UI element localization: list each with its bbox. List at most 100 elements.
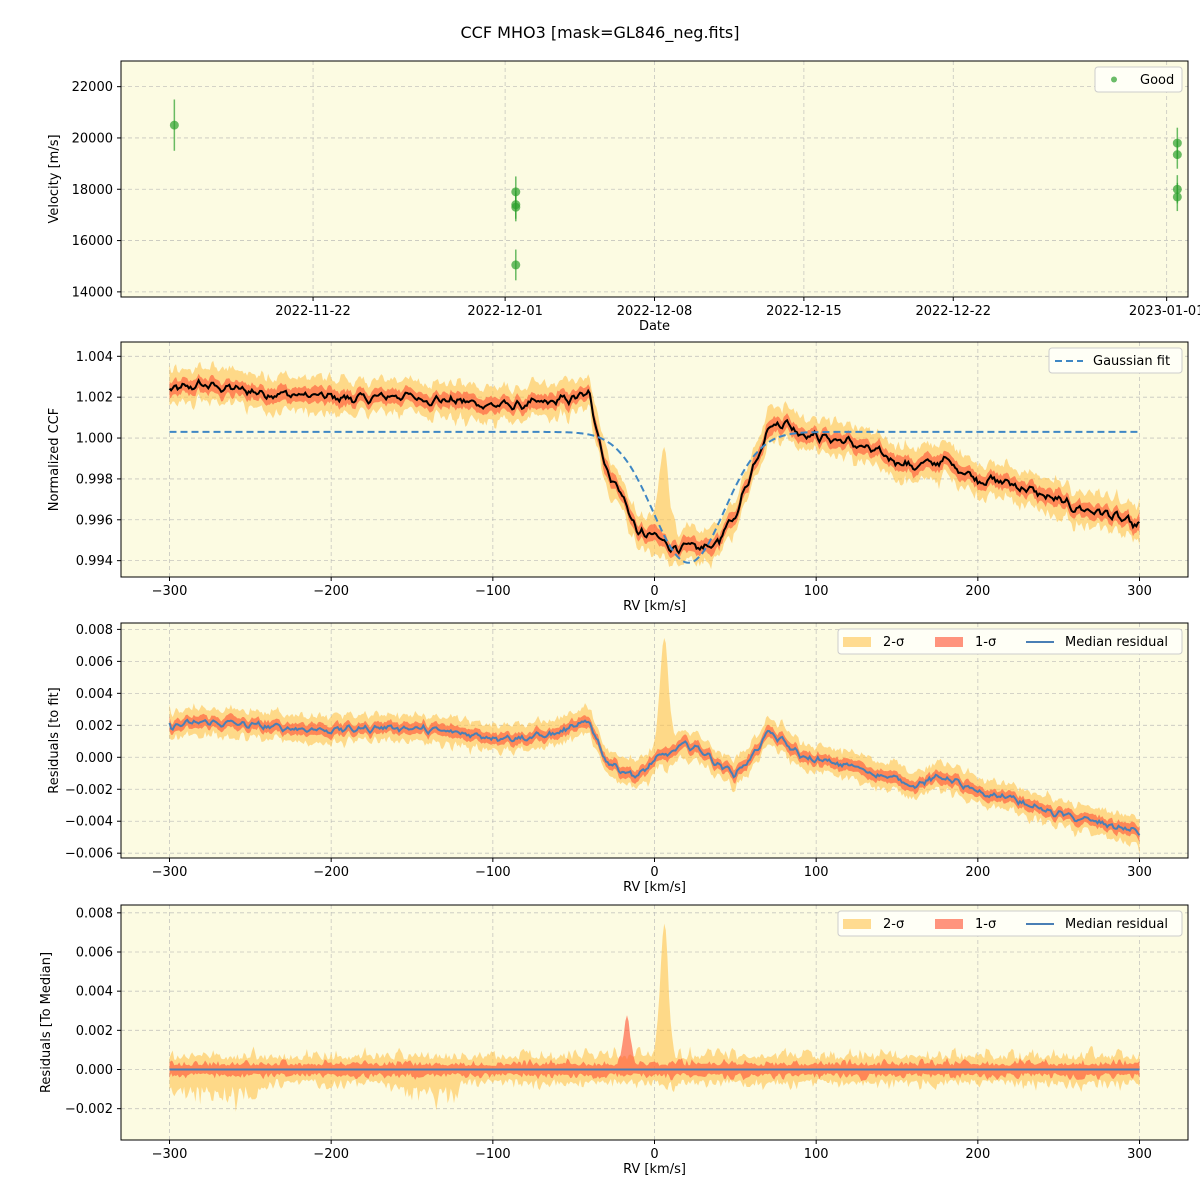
y-tick-label: 16000 [72,234,113,249]
x-axis-label: RV [km/s] [623,599,686,614]
x-axis-label: Date [639,319,670,334]
y-tick-label: 0.998 [76,472,113,487]
y-tick-label: 0.000 [76,751,113,766]
legend: 2-σ 1-σ Median residual [837,628,1183,655]
x-tick-label: 0 [650,584,658,599]
median-ccf-line [168,377,1140,555]
band-1sigma [169,373,1140,560]
y-tick-label: 0.002 [76,719,113,734]
x-tick-label: 2022-11-22 [275,304,351,319]
median-residual-line [168,718,1141,836]
x-tick-label: −100 [475,865,511,880]
x-tick-label: 300 [1127,1147,1152,1162]
x-tick-label: −100 [475,1147,511,1162]
grid-lines [121,61,1188,297]
y-axis-label: Velocity [m/s] [47,134,62,223]
legend: 2-σ 1-σ Median residual [837,910,1183,937]
panel-1: 2022-11-22 2022-12-01 2022-12-08 2022-12-15… [47,60,1200,334]
y-tick-label: 0.008 [76,623,113,638]
y-tick-label: 0.996 [76,513,113,528]
y-tick-label: −0.006 [65,847,113,862]
x-tick-label: 100 [804,584,829,599]
data-point [511,260,521,270]
y-tick-label: 0.002 [76,1024,113,1039]
x-tick-label: −300 [152,584,188,599]
y-tick-label: −0.002 [65,783,113,798]
x-tick-label: −100 [475,584,511,599]
y-tick-label: 0.004 [76,687,113,702]
y-tick-label: −0.004 [65,815,113,830]
y-axis-label: Residuals [To Median] [39,952,54,1093]
x-tick-label: 0 [650,865,658,880]
legend-swatch-1sigma [935,919,963,929]
y-tick-label: 18000 [72,183,113,198]
y-tick-label: 0.008 [76,906,113,921]
legend-swatch-2sigma [843,637,871,647]
x-tick-label: −200 [313,584,349,599]
legend-label-gaussian: Gaussian fit [1093,354,1170,369]
legend-box [837,628,1183,655]
x-tick-label: 2023-01-01 [1129,304,1200,319]
x-tick-label: −300 [152,865,188,880]
y-tick-label: 22000 [72,80,113,95]
legend: Good [1094,66,1183,93]
band-1sigma [169,713,1140,843]
good-series [169,99,1182,281]
y-tick-label: 0.994 [76,554,113,569]
y-tick-label: −0.002 [65,1102,113,1117]
panel-4: 2-σ 1-σ Median residual −300 −200 −100 0 100 200… [39,904,1189,1177]
legend-marker [1111,76,1117,83]
x-tick-label: 200 [965,584,990,599]
x-tick-label: 200 [965,865,990,880]
data-point [511,202,521,212]
x-tick-label: −200 [313,1147,349,1162]
data-point [169,120,179,130]
x-tick-label: −300 [152,1147,188,1162]
legend-label-median: Median residual [1065,635,1168,650]
y-axis-label: Residuals [to fit] [47,687,62,793]
y-tick-label: 0.004 [76,985,113,1000]
legend-box [1094,66,1183,93]
y-axis-label: Normalized CCF [47,408,62,512]
x-axis-label: RV [km/s] [623,880,686,895]
x-tick-label: 300 [1127,865,1152,880]
plot-area [121,905,1188,1140]
legend-label-median: Median residual [1065,917,1168,932]
y-tick-label: 1.004 [76,350,113,365]
legend-label-2sigma: 2-σ [883,917,904,932]
y-tick-label: 20000 [72,131,113,146]
x-tick-label: 2022-12-08 [617,304,693,319]
panel-2: Gaussian fit −300 −200 −100 0 100 200 300 0.994 0… [47,341,1189,614]
legend-label: Good [1140,73,1174,88]
legend-label-1sigma: 1-σ [975,635,996,650]
x-tick-label: 2022-12-22 [915,304,991,319]
x-tick-label: 0 [650,1147,658,1162]
data-point [1172,150,1182,160]
gaussian-fit-line [169,430,1140,564]
legend: Gaussian fit [1048,347,1183,374]
legend-swatch-2sigma [843,919,871,929]
x-tick-label: 2022-12-15 [766,304,842,319]
figure-title: CCF MHO3 [mask=GL846_neg.fits] [461,23,740,43]
y-tick-label: 1.002 [76,391,113,406]
band-2sigma [169,638,1140,855]
legend-label-1sigma: 1-σ [975,917,996,932]
legend-swatch-1sigma [935,637,963,647]
x-tick-label: 300 [1127,584,1152,599]
data-point [1172,192,1182,202]
y-tick-label: 0.006 [76,655,113,670]
band-1sigma [169,1015,1140,1082]
x-axis-label: RV [km/s] [623,1162,686,1177]
x-tick-label: 2022-12-01 [467,304,543,319]
legend-box [837,910,1183,937]
y-tick-label: 14000 [72,285,113,300]
y-tick-label: 0.000 [76,1063,113,1078]
legend-label-2sigma: 2-σ [883,635,904,650]
x-tick-label: 200 [965,1147,990,1162]
panel-3: 2-σ 1-σ Median residual −300 −200 −100 0 100 200… [47,622,1189,895]
x-tick-label: 100 [804,1147,829,1162]
y-tick-label: 0.006 [76,946,113,961]
y-tick-label: 1.000 [76,432,113,447]
x-tick-label: −200 [313,865,349,880]
